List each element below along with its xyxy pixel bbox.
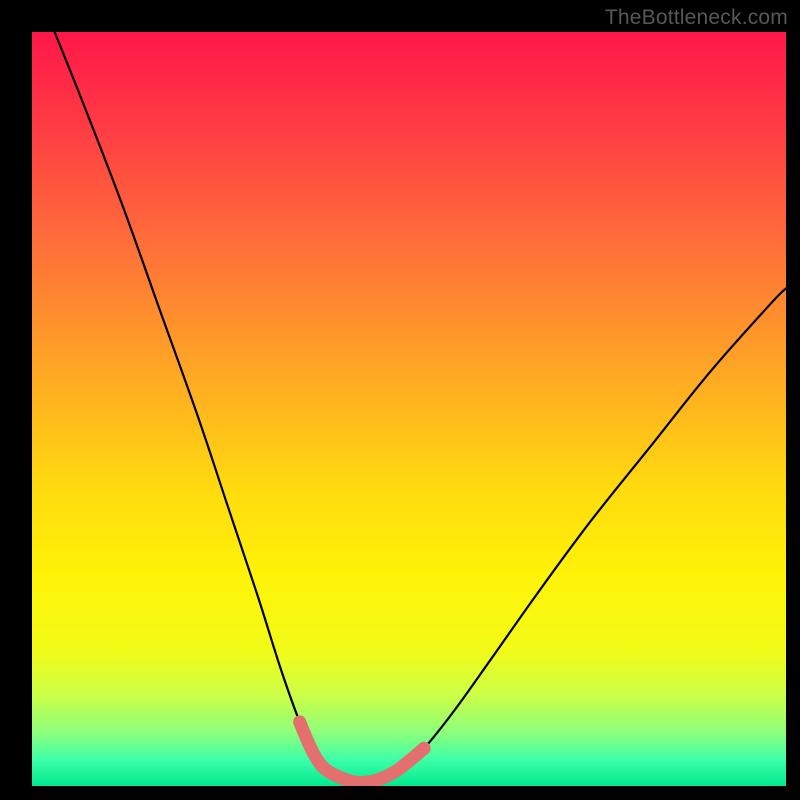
plot-background — [32, 32, 786, 786]
bottleneck-chart — [0, 0, 800, 800]
chart-wrapper: TheBottleneck.com — [0, 0, 800, 800]
highlight-marker — [403, 755, 416, 768]
highlight-marker — [418, 742, 431, 755]
highlight-marker — [331, 770, 344, 783]
highlight-marker — [293, 715, 306, 728]
highlight-marker — [316, 760, 329, 773]
highlight-marker — [369, 774, 382, 787]
highlight-marker — [387, 766, 400, 779]
watermark-text: TheBottleneck.com — [605, 6, 788, 30]
highlight-marker — [304, 742, 317, 755]
